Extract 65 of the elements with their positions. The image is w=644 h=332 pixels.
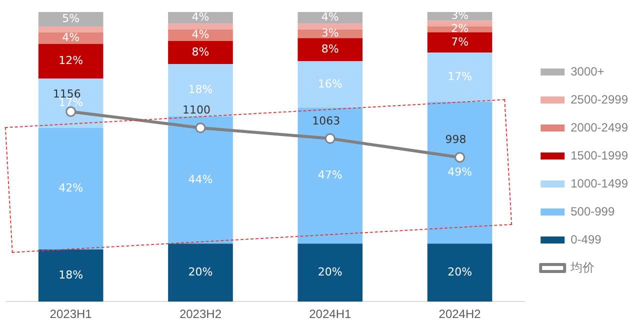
bar	[298, 244, 363, 302]
data-label: 20%	[188, 266, 213, 278]
data-label: 1063	[312, 114, 340, 128]
bar	[298, 12, 363, 24]
data-label: 7%	[451, 35, 469, 48]
data-label: 1100	[182, 104, 210, 117]
point	[66, 106, 76, 117]
bar	[168, 64, 233, 116]
data-label: 44%	[188, 172, 213, 186]
bar	[38, 26, 104, 32]
data-label: 4%	[321, 10, 339, 24]
data-label: 3%	[321, 26, 339, 40]
data-label: 47%	[318, 168, 342, 182]
bar	[298, 61, 363, 108]
bar	[38, 128, 104, 250]
bar	[298, 38, 363, 62]
legend-label: 1500-1999	[570, 148, 628, 162]
data-label: 4%	[192, 28, 210, 42]
bar	[168, 116, 233, 244]
point	[454, 152, 466, 163]
data-label: 17%	[448, 70, 472, 84]
legend-label: 2500-2999	[570, 92, 628, 106]
legend-label: 3000+	[570, 64, 604, 78]
bar	[298, 24, 363, 30]
bar	[168, 24, 233, 30]
point	[324, 133, 336, 144]
legend-label: 均价	[570, 260, 595, 274]
bar	[168, 40, 233, 64]
data-label: 998	[445, 133, 466, 146]
legend-label: 1000-1499	[570, 176, 628, 190]
bar	[427, 244, 492, 302]
bar	[427, 32, 492, 53]
data-label: 12%	[58, 54, 84, 68]
bar	[427, 52, 492, 102]
data-label: 49%	[448, 166, 472, 179]
legend-label: 0-499	[570, 232, 602, 246]
data-label: 18%	[58, 268, 84, 282]
bar	[168, 29, 233, 41]
bar	[168, 244, 233, 302]
point	[195, 122, 206, 134]
x-tick-label: 2023H1	[50, 307, 92, 322]
data-label: 17%	[58, 96, 84, 110]
legend-label: 2000-2499	[570, 120, 628, 134]
bar	[38, 249, 104, 302]
data-label: 5%	[62, 12, 80, 26]
x-tick-label: 2024H1	[309, 307, 352, 322]
data-label: 8%	[321, 42, 339, 56]
data-label: 4%	[192, 10, 210, 24]
bar	[427, 102, 492, 244]
bar	[38, 78, 104, 128]
x-tick-label: 2024H2	[438, 307, 482, 322]
data-label: 20%	[448, 266, 472, 278]
data-label: 16%	[318, 77, 342, 90]
data-label: 20%	[318, 266, 342, 278]
data-label: 8%	[192, 45, 210, 58]
data-label: 18%	[188, 83, 213, 96]
data-label: 42%	[58, 182, 84, 195]
bar	[38, 12, 104, 26]
data-label: 2%	[451, 22, 469, 36]
bar	[298, 108, 363, 244]
x-tick-label: 2023H2	[179, 307, 222, 322]
data-label: 4%	[62, 30, 80, 44]
legend-label: 500-999	[570, 204, 615, 218]
bar	[38, 44, 104, 79]
bar	[168, 12, 233, 24]
